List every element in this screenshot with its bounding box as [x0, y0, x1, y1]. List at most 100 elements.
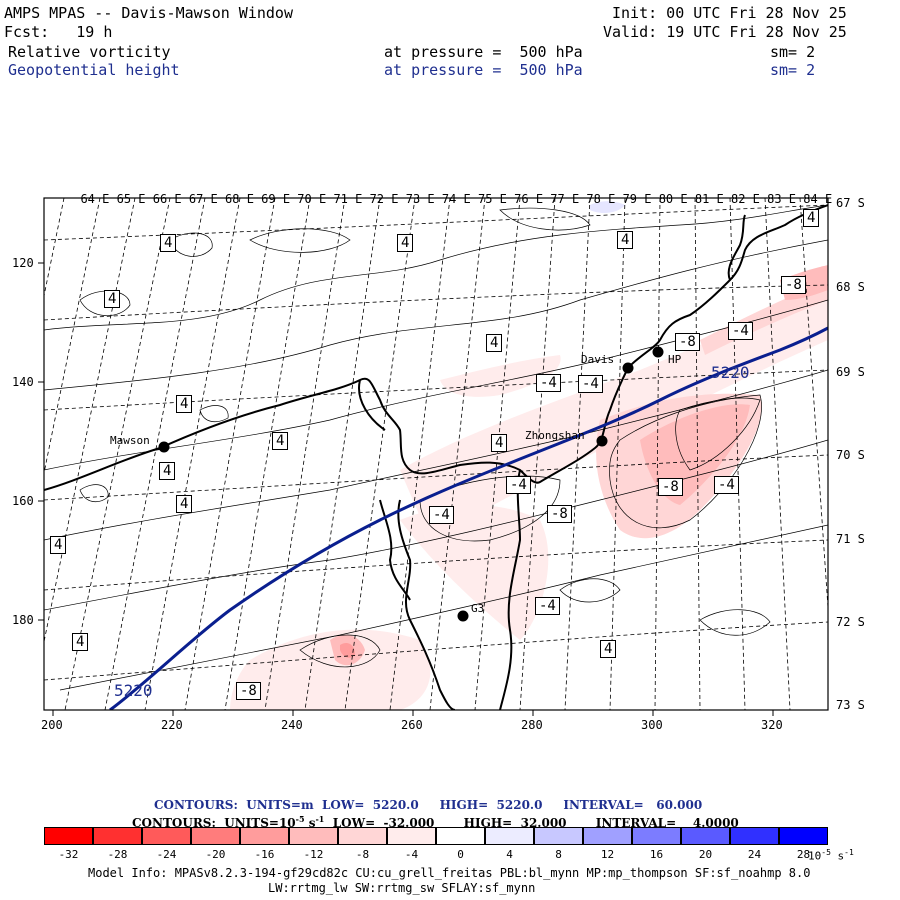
vort-label: -8	[236, 682, 261, 700]
colorbar-unit-exp2: -1	[844, 848, 854, 857]
lon-label: 77 E	[550, 192, 580, 206]
davis-marker	[622, 362, 634, 374]
contour-units-exp2: -1	[315, 814, 325, 824]
vort-label: 4	[803, 209, 820, 227]
colorbar-label: -24	[156, 848, 177, 861]
y-tick-label: 180	[12, 613, 34, 627]
lat-label: 70 S	[836, 448, 865, 462]
colorbar-swatch	[44, 827, 93, 845]
vort-label: 4	[104, 290, 121, 308]
vort-label: -8	[781, 276, 806, 294]
lon-label: 66 E	[152, 192, 182, 206]
vort-label: 4	[176, 495, 193, 513]
y-tick-label: 140	[12, 375, 34, 389]
lat-label: 67 S	[836, 196, 865, 210]
colorbar-label: -16	[254, 848, 275, 861]
vort-label: -8	[675, 333, 700, 351]
lon-label: 64 E	[80, 192, 110, 206]
vort-label: 4	[160, 234, 177, 252]
colorbar-label: 8	[555, 848, 562, 861]
height-contour-5220	[109, 326, 828, 710]
lon-label: 74 E	[441, 192, 471, 206]
station-label-hp: HP	[668, 353, 682, 366]
vort-label: -4	[535, 597, 560, 615]
zhongshan-marker	[596, 435, 608, 447]
lat-label: 68 S	[836, 280, 865, 294]
colorbar-swatch	[485, 827, 534, 845]
x-tick-label: 200	[41, 718, 63, 732]
lon-label: 70 E	[297, 192, 327, 206]
x-tick-label: 320	[761, 718, 783, 732]
vort-label: 4	[491, 434, 508, 452]
x-tick-label: 280	[521, 718, 543, 732]
lon-label: 83 E	[767, 192, 797, 206]
station-markers	[158, 346, 664, 622]
lon-label: 68 E	[225, 192, 254, 206]
colorbar-swatch	[191, 827, 240, 845]
lat-label: 72 S	[836, 615, 865, 629]
lon-label: 78 E	[586, 192, 616, 206]
contour-range: LOW= -32.000 HIGH= 32.000 INTERVAL= 4.00…	[324, 816, 739, 830]
colorbar-unit-s: s	[830, 849, 845, 863]
coastline	[44, 204, 828, 710]
colorbar-label: -12	[303, 848, 324, 861]
colorbar-swatch	[387, 827, 436, 845]
colorbar-unit-exp: -5	[821, 848, 831, 857]
vort-label: 4	[72, 633, 89, 651]
vort-label: -4	[536, 374, 561, 392]
vort-label: 4	[397, 234, 414, 252]
vort-label: -4	[728, 322, 753, 340]
vort-label: 4	[617, 231, 634, 249]
lon-label: 65 E	[116, 192, 146, 206]
y-tick-label: 120	[12, 256, 34, 270]
colorbar-swatch	[338, 827, 387, 845]
colorbar-swatch	[289, 827, 338, 845]
lat-label: 73 S	[836, 698, 865, 712]
lon-label: 76 E	[514, 192, 544, 206]
colorbar-swatch	[632, 827, 681, 845]
station-label-g3: G3	[471, 602, 485, 615]
height-label-5220: 5220	[711, 363, 750, 382]
colorbar-label: 0	[457, 848, 464, 861]
station-label-zhongshan: Zhongshan	[525, 429, 585, 442]
plot-frame	[43, 197, 829, 711]
height-label-5220: 5220	[114, 681, 153, 700]
lon-label: 71 E	[333, 192, 363, 206]
colorbar-swatch	[730, 827, 779, 845]
lon-label: 81 E	[694, 192, 724, 206]
colorbar-label: 24	[747, 848, 762, 861]
valid-time: Valid: 19 UTC Fri 28 Nov 25	[603, 23, 847, 41]
vort-label: 4	[159, 462, 176, 480]
vort-label: -4	[714, 476, 739, 494]
colorbar-label: 16	[649, 848, 664, 861]
field2-smoothing: sm= 2	[770, 61, 816, 79]
field1-name: Relative vorticity	[8, 43, 171, 61]
colorbar-unit-base: 10	[808, 849, 822, 863]
axis-ticks	[38, 262, 774, 716]
hp-marker	[652, 346, 664, 358]
x-tick-label: 220	[161, 718, 183, 732]
window-title: AMPS MPAS -- Davis-Mawson Window	[4, 4, 293, 22]
colorbar-swatch	[779, 827, 828, 845]
colorbar-label: -4	[404, 848, 419, 861]
colorbar-swatch	[436, 827, 485, 845]
colorbar-swatch	[534, 827, 583, 845]
colorbar-label: -28	[107, 848, 128, 861]
colorbar-swatch	[240, 827, 289, 845]
colorbar-label: 4	[506, 848, 513, 861]
map-plot-area	[44, 198, 828, 710]
y-tick-label: 160	[12, 494, 34, 508]
vort-label: -8	[658, 478, 683, 496]
model-info: Model Info: MPASv8.2.3-194-gf29cd82c CU:…	[88, 866, 811, 880]
vort-label: 4	[50, 536, 67, 554]
lon-label: 79 E	[622, 192, 652, 206]
lon-label: 73 E	[405, 192, 435, 206]
lat-label: 71 S	[836, 532, 865, 546]
contour-units-s: s	[304, 816, 316, 830]
lon-label: 80 E	[658, 192, 688, 206]
field1-pressure: at pressure = 500 hPa	[384, 43, 583, 61]
x-tick-label: 300	[641, 718, 663, 732]
vort-label: 4	[176, 395, 193, 413]
vorticity-contours	[44, 204, 828, 691]
forecast-hour: Fcst: 19 h	[4, 23, 113, 41]
